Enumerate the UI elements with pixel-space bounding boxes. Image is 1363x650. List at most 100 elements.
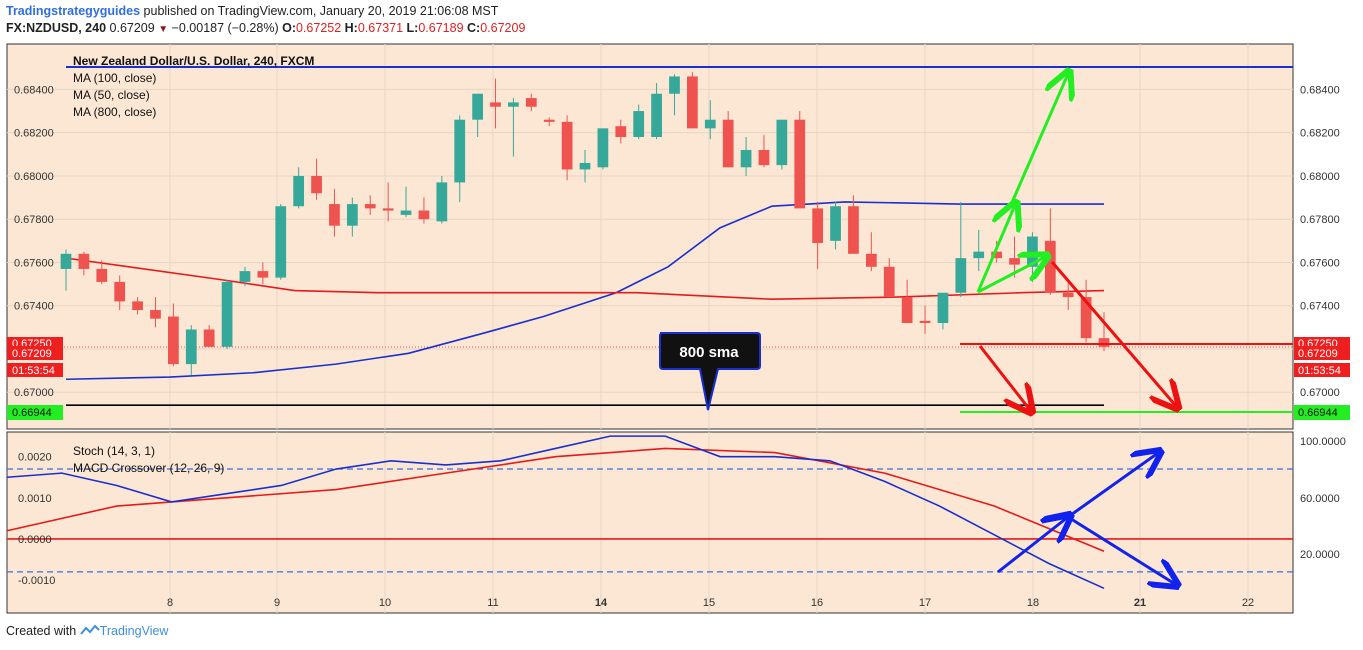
legend-ma50: MA (50, close)	[73, 88, 150, 102]
candle-body	[687, 76, 698, 129]
candle-body	[597, 128, 609, 168]
candle	[275, 204, 287, 280]
candle	[239, 266, 251, 287]
tag-right-66944: 0.66944	[1298, 407, 1338, 419]
x-tick: 10	[379, 597, 391, 609]
candle	[758, 134, 770, 168]
candle-body	[883, 266, 895, 298]
candle-body	[812, 208, 824, 243]
grid	[7, 44, 1293, 613]
last-price: 0.67209	[109, 21, 155, 35]
x-tick: 9	[274, 597, 280, 609]
sma-callout: 800 sma	[659, 332, 761, 411]
candle	[382, 182, 394, 222]
y-tick-right: 0.67000	[1300, 387, 1340, 399]
green-arrow-2	[976, 205, 1015, 293]
candle-body	[472, 93, 483, 120]
candle-body	[740, 149, 752, 168]
candle-body	[382, 208, 394, 211]
candle-body	[508, 102, 519, 107]
y-tick-right: 0.68000	[1300, 171, 1340, 183]
candle	[812, 201, 824, 269]
legend-ma800: MA (800, close)	[73, 105, 156, 119]
low-value: 0.67189	[418, 21, 464, 35]
axes: 0.68400 0.68400 0.68200 0.68200 0.68000 0.680…	[14, 84, 1346, 609]
candle-body	[150, 310, 161, 319]
candle	[579, 149, 591, 183]
close-value: 0.67209	[480, 21, 526, 35]
candle-body	[633, 111, 645, 138]
candle-body	[185, 329, 197, 365]
candle-body	[454, 119, 466, 183]
moving-averages	[65, 201, 1105, 407]
candle	[704, 100, 716, 140]
candle-body	[329, 204, 340, 226]
candle	[221, 279, 233, 349]
candle	[454, 115, 466, 202]
close-label: C:	[467, 21, 481, 35]
candle-body	[168, 316, 179, 365]
high-label: H:	[344, 21, 358, 35]
candle-body	[615, 126, 627, 138]
candle	[919, 305, 931, 334]
candle	[776, 119, 788, 170]
candle-body	[919, 320, 931, 324]
candle	[257, 262, 269, 285]
candle	[472, 93, 483, 138]
y-tick-right: 0.67400	[1300, 301, 1340, 313]
candle-body	[1098, 338, 1110, 347]
candle-body	[561, 121, 573, 170]
candle-body	[758, 149, 770, 166]
candle	[150, 297, 161, 328]
candle	[687, 72, 698, 129]
candle	[955, 201, 967, 298]
candle-body	[400, 210, 412, 215]
y-tick-left: 0.68400	[14, 84, 54, 96]
down-triangle-icon: ▼	[158, 24, 169, 35]
candle	[185, 325, 197, 375]
low-label: L:	[406, 21, 419, 35]
candle-body	[78, 253, 90, 269]
red-arrow-1	[978, 345, 1030, 410]
osc-y-tick-left: 0.0010	[18, 493, 52, 505]
candle-body	[776, 119, 788, 166]
brand-name[interactable]: Tradingstrategyguides	[6, 4, 141, 18]
chart-title: New Zealand Dollar/U.S. Dollar, 240, FXC…	[73, 54, 314, 68]
candle-body	[901, 297, 913, 324]
open-label: O:	[282, 21, 296, 35]
tag-right-67209: 0.67209	[1298, 348, 1338, 360]
candle-body	[937, 292, 949, 324]
x-tick: 11	[487, 597, 498, 609]
candle	[794, 111, 806, 209]
candle	[78, 251, 90, 276]
candle	[669, 74, 680, 116]
price-change: −0.00187 (−0.28%)	[171, 21, 279, 35]
osc-y-tick-right: 60.0000	[1300, 493, 1340, 505]
candle-body	[418, 210, 430, 220]
candle-body	[865, 253, 877, 267]
right-price-tags: 0.67250 0.67209 01:53:54 0.66944	[1294, 337, 1350, 420]
main-pane-bg	[6, 43, 1294, 430]
candle-body	[579, 162, 591, 170]
blue-arrow-3	[1067, 515, 1175, 584]
y-tick-left: 0.68200	[14, 128, 54, 140]
tag-left-66944: 0.66944	[12, 407, 52, 419]
high-value: 0.67371	[357, 21, 404, 35]
tradingview-link[interactable]: TradingView	[99, 624, 169, 638]
tradingview-logo-icon	[79, 624, 100, 636]
blue-cross-segment	[1041, 515, 1069, 524]
candle	[901, 279, 913, 324]
legend-ma100: MA (100, close)	[73, 71, 156, 85]
publish-info: Tradingstrategyguides published on Tradi…	[6, 4, 498, 18]
footer: Created with TradingView	[6, 624, 168, 638]
x-tick: 8	[167, 597, 173, 609]
osc-y-tick-right: 100.0000	[1300, 436, 1346, 448]
candle	[973, 230, 985, 272]
legend-macd: MACD Crossover (12, 26, 9)	[73, 461, 224, 475]
candle	[883, 258, 895, 298]
candle-body	[794, 119, 806, 209]
candle	[651, 82, 662, 140]
candle	[364, 195, 376, 215]
annotations	[960, 74, 1293, 584]
